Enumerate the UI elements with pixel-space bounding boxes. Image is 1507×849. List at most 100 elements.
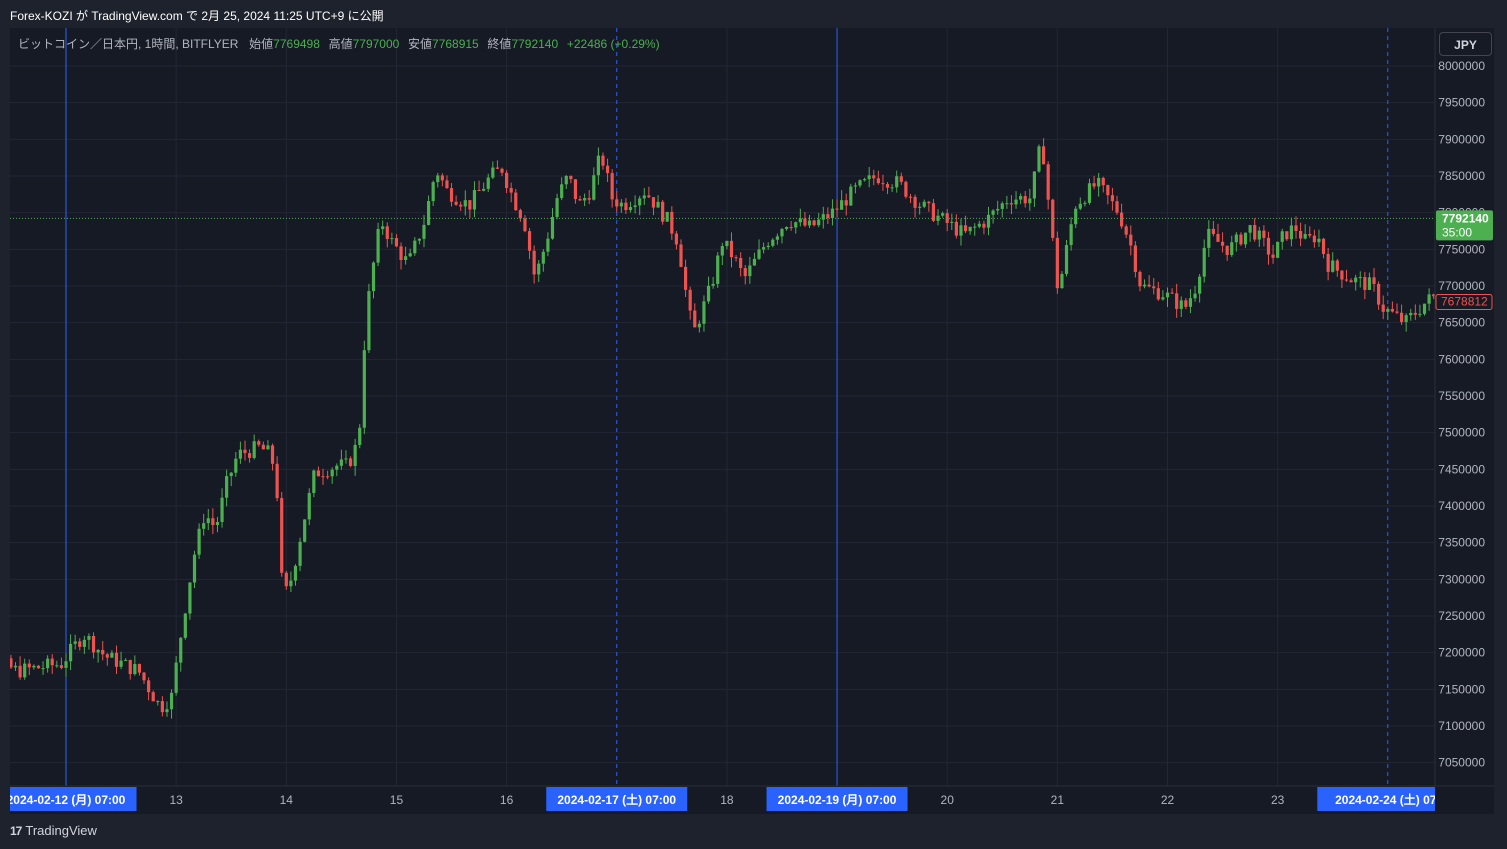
candle-body — [927, 201, 931, 204]
candle-body — [358, 427, 362, 445]
y-tick-label: 7350000 — [1438, 536, 1485, 550]
candle-body — [986, 214, 991, 228]
candle-body — [307, 492, 311, 520]
marker-price-badge — [1435, 294, 1493, 311]
candle-body — [541, 251, 545, 264]
countdown-label: 35:00 — [1442, 225, 1472, 239]
candle-body — [1037, 146, 1041, 172]
candle-body — [876, 178, 880, 184]
chart-frame[interactable] — [10, 28, 1494, 814]
candle-body — [18, 665, 22, 678]
candle-body — [867, 175, 871, 180]
candle-body — [367, 291, 371, 351]
candle-body — [812, 220, 816, 226]
candle-body — [348, 458, 353, 466]
x-tick-label: 16 — [500, 793, 514, 807]
candle-body — [1372, 277, 1376, 284]
candle-body — [803, 218, 807, 226]
last-price-label: 7792140 — [1442, 211, 1489, 225]
candle-body — [10, 658, 13, 668]
candle-body — [1363, 277, 1367, 290]
candle-body — [422, 224, 426, 239]
candle-body — [555, 198, 559, 217]
candle-body — [1225, 245, 1229, 255]
candle-body — [137, 664, 142, 673]
candle-body — [1427, 294, 1431, 304]
candle-body — [280, 498, 284, 573]
candle-body — [165, 709, 169, 713]
candle-body — [505, 172, 509, 189]
candle-body — [826, 214, 830, 219]
candle-body — [1303, 234, 1307, 239]
candle-body — [706, 285, 711, 302]
marker-price-label: 7678812 — [1441, 295, 1488, 309]
candle-body — [50, 658, 54, 666]
candle-body — [1257, 230, 1261, 240]
candle-body — [647, 195, 651, 198]
candle-body — [1161, 297, 1165, 300]
candle-body — [316, 470, 321, 477]
candle-body — [1005, 203, 1009, 205]
candle-body — [78, 641, 82, 647]
candle-body — [661, 201, 665, 222]
candle-body — [1092, 183, 1096, 187]
candle-body — [642, 195, 646, 199]
candle-body — [638, 198, 642, 206]
y-tick-label: 7400000 — [1438, 499, 1485, 513]
candle-body — [491, 167, 495, 178]
candle-body — [1060, 273, 1064, 289]
candle-body — [326, 476, 330, 478]
candle-body — [711, 283, 715, 286]
candle-body — [344, 458, 348, 460]
candle-body — [96, 649, 100, 653]
candle-body — [1055, 237, 1059, 289]
top-bar: Forex-KOZI が TradingView.com で 2月 25, 20… — [0, 0, 1507, 28]
tradingview-logo[interactable]: 17 TradingView — [10, 823, 97, 838]
y-tick-label: 7900000 — [1438, 132, 1485, 146]
x-tick-label: 22 — [1161, 793, 1175, 807]
candle-body — [1147, 284, 1151, 287]
y-tick-label: 7050000 — [1438, 756, 1485, 770]
candle-body — [371, 262, 376, 292]
candle-body — [1064, 245, 1069, 274]
candle-body — [1046, 164, 1050, 200]
candle-body — [114, 652, 119, 667]
y-tick-label: 7550000 — [1438, 389, 1485, 403]
candle-body — [688, 289, 692, 311]
candle-body — [633, 205, 637, 208]
candle-body — [1202, 247, 1206, 277]
candle-body — [1000, 203, 1004, 209]
candle-body — [1129, 234, 1133, 246]
candle-body — [46, 658, 50, 669]
candle-body — [404, 256, 408, 261]
candle-body — [835, 208, 839, 210]
candle-body — [257, 441, 261, 445]
candle-body — [913, 196, 917, 208]
candle-body — [1211, 228, 1215, 234]
candle-body — [931, 203, 936, 221]
candle-body — [1142, 284, 1147, 287]
candle-body — [1101, 177, 1105, 186]
candle-body — [1115, 201, 1119, 213]
y-tick-label: 7750000 — [1438, 242, 1485, 256]
candle-body — [23, 663, 27, 678]
currency-button[interactable]: JPY — [1439, 32, 1492, 56]
symbol-name[interactable]: ビットコイン／日本円, 1時間, BITFLYER — [18, 37, 239, 51]
candle-body — [748, 265, 752, 277]
bottom-bar — [0, 814, 1507, 849]
candle-body — [918, 206, 922, 208]
candle-body — [862, 179, 867, 181]
candle-body — [215, 522, 220, 526]
candle-body — [908, 196, 913, 198]
candle-body — [537, 263, 541, 275]
candle-body — [261, 444, 265, 450]
candle-body — [762, 247, 766, 250]
candle-body — [1344, 279, 1349, 281]
close-value: 7792140 — [511, 37, 559, 51]
candle-body — [771, 239, 775, 246]
candle-body — [1248, 225, 1252, 233]
candle-body — [385, 226, 389, 239]
candle-body — [477, 190, 481, 192]
candle-body — [1106, 185, 1110, 196]
